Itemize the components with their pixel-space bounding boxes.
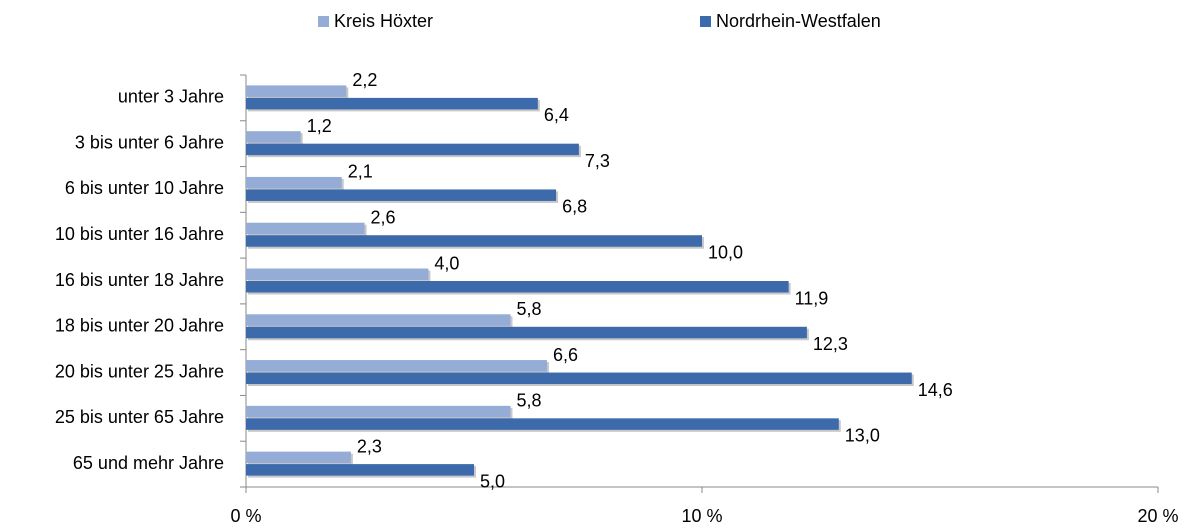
y-tick-label: 65 und mehr Jahre (73, 453, 224, 473)
y-tick-label: 6 bis unter 10 Jahre (65, 178, 224, 198)
value-label: 7,3 (585, 151, 610, 171)
x-tick-label: 0 % (230, 506, 261, 526)
y-tick-label: 10 bis unter 16 Jahre (55, 224, 224, 244)
value-label: 2,3 (357, 436, 382, 456)
bar (246, 405, 511, 418)
y-tick-label: 18 bis unter 20 Jahre (55, 316, 224, 336)
bar (246, 451, 351, 464)
legend-label: Kreis Höxter (334, 11, 433, 31)
legend-label: Nordrhein-Westfalen (716, 11, 881, 31)
bar (246, 189, 557, 201)
bar (246, 143, 579, 156)
bar (246, 326, 807, 339)
bar (246, 281, 789, 293)
bar (246, 360, 547, 372)
bar (246, 85, 347, 97)
value-label: 2,6 (371, 207, 396, 227)
value-label: 4,0 (434, 253, 459, 273)
bar (246, 222, 365, 235)
x-tick-label: 20 % (1137, 506, 1178, 526)
y-tick-label: 25 bis unter 65 Jahre (55, 407, 224, 427)
legend-swatch (318, 16, 329, 27)
value-label: 2,1 (348, 162, 373, 182)
bar (246, 372, 912, 385)
value-label: 2,2 (352, 70, 377, 90)
value-label: 6,6 (553, 345, 578, 365)
bar (246, 97, 538, 110)
value-label: 6,8 (562, 197, 587, 217)
value-label: 11,9 (795, 288, 829, 308)
y-tick-label: 20 bis unter 25 Jahre (55, 361, 224, 381)
bar (246, 131, 301, 143)
value-label: 10,0 (708, 242, 743, 262)
value-label: 5,8 (516, 391, 541, 411)
bar (246, 268, 429, 280)
value-label: 12,3 (813, 334, 848, 354)
y-tick-label: 3 bis unter 6 Jahre (75, 132, 224, 152)
bar (246, 418, 839, 430)
x-tick-label: 10 % (681, 506, 722, 526)
bar (246, 235, 702, 247)
y-tick-label: unter 3 Jahre (118, 87, 224, 107)
bar (246, 464, 474, 476)
value-label: 1,2 (307, 116, 332, 136)
legend-swatch (700, 16, 711, 27)
value-label: 13,0 (845, 426, 880, 446)
bar (246, 314, 511, 326)
value-label: 6,4 (544, 105, 569, 125)
y-tick-label: 16 bis unter 18 Jahre (55, 270, 224, 290)
value-label: 5,8 (516, 299, 541, 319)
bar (246, 176, 342, 189)
value-label: 5,0 (480, 471, 505, 491)
value-label: 14,6 (918, 380, 953, 400)
